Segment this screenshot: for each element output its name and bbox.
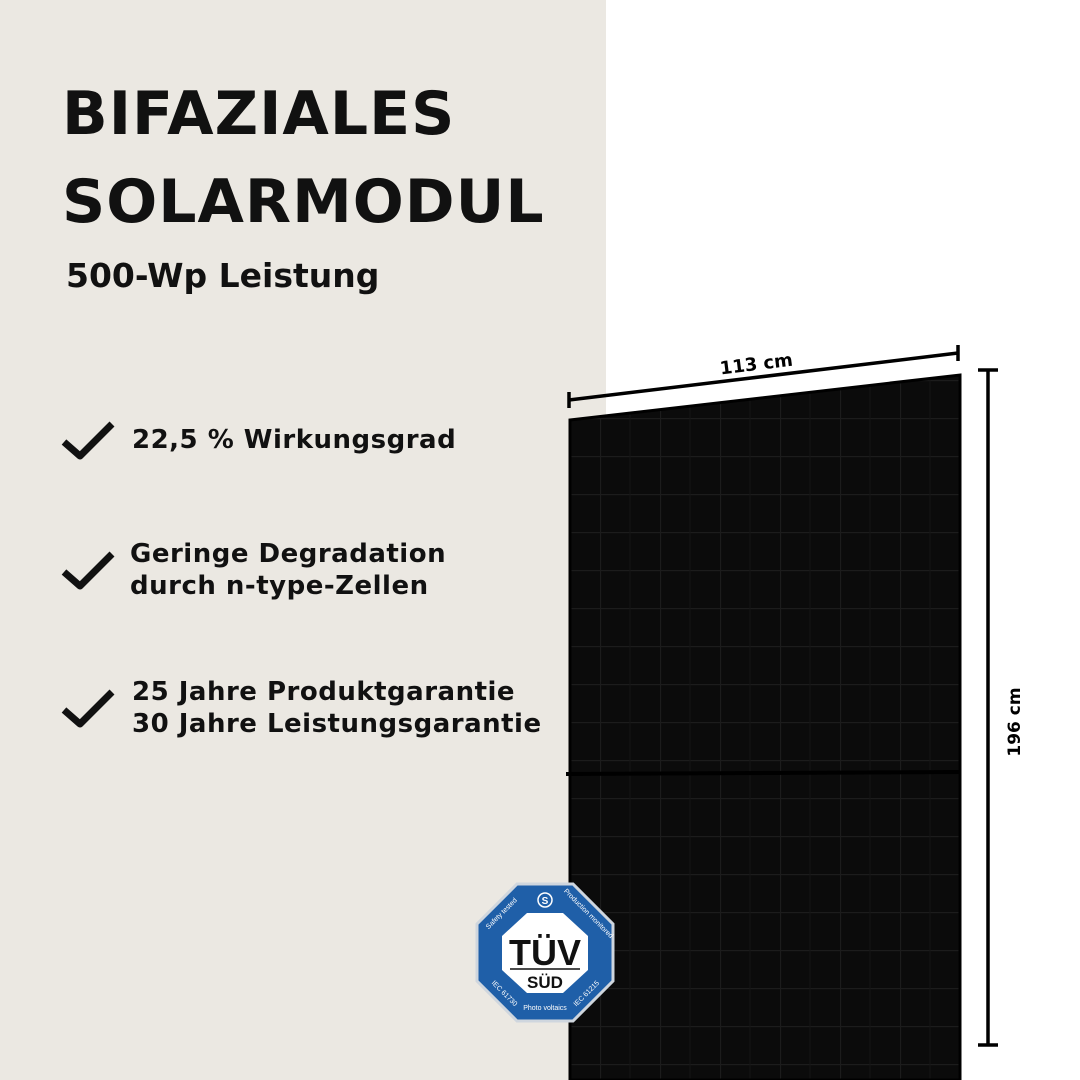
panel-midline	[565, 770, 961, 776]
headline: BIFAZIALES SOLARMODUL	[62, 70, 545, 246]
checkmark-icon	[61, 689, 115, 728]
width-dimension	[567, 345, 960, 408]
svg-text:TÜV: TÜV	[509, 932, 581, 973]
height-label: 196 cm	[1005, 687, 1025, 756]
feature-text: Geringe Degradation	[130, 539, 447, 569]
feature-text: 25 Jahre Produktgarantie	[132, 677, 516, 707]
feature-degradation: Geringe Degradation durch n-type-Zellen	[60, 538, 446, 602]
tuv-sud-badge: S TÜV SÜD Safety tested Production monit…	[475, 882, 615, 1023]
feature-warranty: 25 Jahre Produktgarantie 30 Jahre Leistun…	[60, 676, 542, 740]
svg-text:S: S	[542, 896, 549, 907]
feature-text: 30 Jahre Leistungsgarantie	[132, 709, 542, 739]
checkmark-icon	[61, 421, 115, 460]
headline-line-2: SOLARMODUL	[62, 167, 545, 237]
svg-text:SÜD: SÜD	[527, 973, 563, 992]
height-dimension	[978, 368, 998, 1047]
feature-text: durch n-type-Zellen	[130, 571, 429, 601]
feature-text: 22,5 % Wirkungsgrad	[132, 425, 457, 455]
solar-panel	[568, 373, 962, 1080]
subtitle: 500-Wp Leistung	[66, 256, 380, 295]
svg-text:Photo voltaics: Photo voltaics	[523, 1005, 567, 1012]
feature-efficiency: 22,5 % Wirkungsgrad	[60, 418, 456, 462]
checkmark-icon	[61, 551, 115, 590]
headline-line-1: BIFAZIALES	[62, 79, 456, 149]
